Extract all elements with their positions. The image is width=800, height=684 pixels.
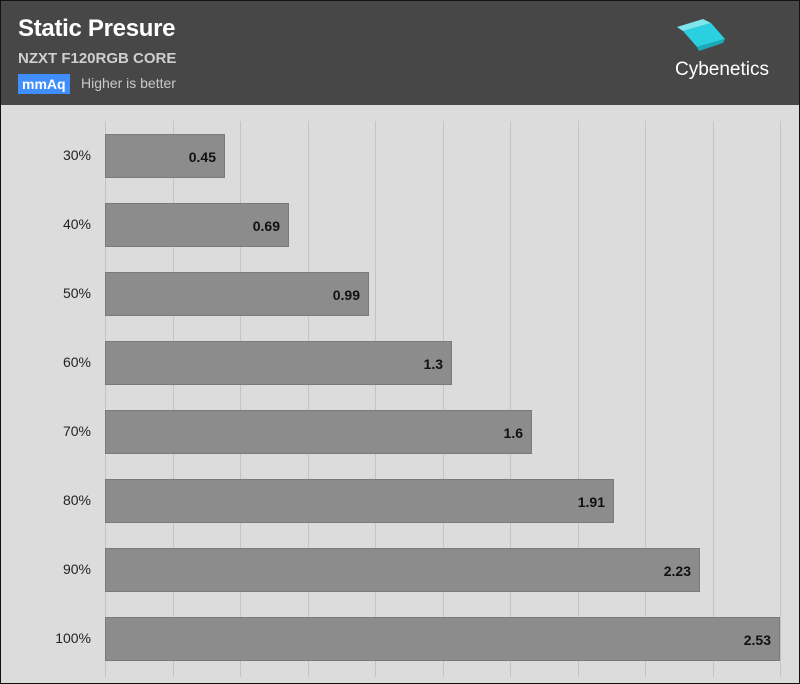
bar-70%: 1.6 — [105, 410, 532, 454]
category-label: 90% — [62, 561, 91, 577]
unit-badge: mmAq — [18, 74, 70, 94]
bar-30%: 0.45 — [105, 134, 225, 178]
gridline — [443, 121, 444, 677]
bar-value-label: 0.45 — [188, 149, 216, 165]
gridline — [105, 121, 106, 677]
gridline — [375, 121, 376, 677]
chart-header: Static Presure NZXT F120RGB CORE mmAq Hi… — [1, 1, 799, 105]
bar-value-label: 0.69 — [252, 218, 280, 234]
bar-value-label: 2.53 — [743, 632, 771, 648]
bar-90%: 2.23 — [105, 548, 700, 592]
gridline — [780, 121, 781, 677]
gridline — [578, 121, 579, 677]
category-label: 60% — [62, 354, 91, 370]
bar-value-label: 1.91 — [577, 494, 605, 510]
category-label: 100% — [55, 630, 91, 646]
plot-area: 0.45 0.69 0.99 1.3 1.6 1.91 2.23 2.53 — [105, 121, 785, 677]
category-label: 70% — [62, 423, 91, 439]
chart-subtitle: NZXT F120RGB CORE — [18, 50, 177, 67]
gridline — [645, 121, 646, 677]
gridline — [308, 121, 309, 677]
gridline — [240, 121, 241, 677]
bar-80%: 1.91 — [105, 479, 614, 523]
category-label: 30% — [62, 147, 91, 163]
gridline — [510, 121, 511, 677]
chart-title: Static Presure — [18, 15, 176, 42]
higher-is-better-note: Higher is better — [81, 75, 176, 91]
bar-40%: 0.69 — [105, 203, 289, 247]
logo-text: Cybenetics — [675, 59, 769, 80]
category-label: 50% — [62, 285, 91, 301]
bar-60%: 1.3 — [105, 341, 452, 385]
cybenetics-logo: Cybenetics — [667, 19, 777, 89]
bar-value-label: 1.3 — [423, 356, 443, 372]
bar-value-label: 2.23 — [663, 563, 691, 579]
bar-100%: 2.53 — [105, 617, 780, 661]
bar-value-label: 0.99 — [332, 287, 360, 303]
bar-50%: 0.99 — [105, 272, 369, 316]
gridline — [713, 121, 714, 677]
cube-icon — [677, 19, 725, 51]
bar-value-label: 1.6 — [503, 425, 523, 441]
gridline — [173, 121, 174, 677]
category-label: 80% — [62, 492, 91, 508]
category-label: 40% — [62, 216, 91, 232]
